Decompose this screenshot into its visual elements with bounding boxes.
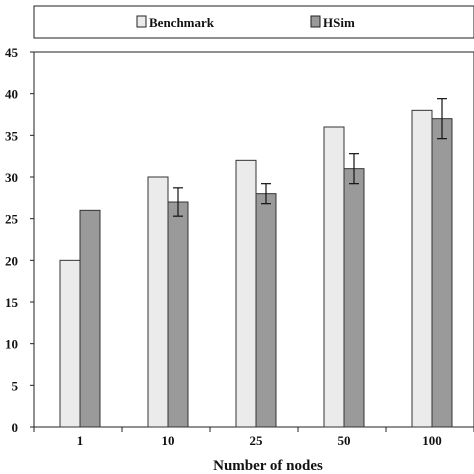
bar-benchmark-100 [411, 109, 433, 428]
legend: Benchmark HSim [33, 5, 474, 39]
legend-box [33, 5, 474, 39]
bar-benchmark-25 [235, 159, 257, 428]
x-tick-label-100: 100 [422, 433, 442, 448]
y-tick-label-30: 30 [5, 170, 18, 185]
x-tick-label-1: 1 [77, 433, 84, 448]
y-tick-label-35: 35 [5, 128, 19, 143]
bar-hsim-100 [431, 118, 453, 428]
bar-hsim-25 [255, 193, 277, 428]
y-tick-label-10: 10 [5, 337, 18, 352]
x-tick-label-10: 10 [162, 433, 175, 448]
bar-hsim-1 [79, 209, 101, 428]
plot-area: 0 5 10 15 20 25 30 35 40 45 1 10 25 50 100 [5, 45, 474, 448]
bar-hsim-10 [167, 201, 189, 428]
y-tick-label-25: 25 [5, 212, 19, 227]
x-tick-label-25: 25 [250, 433, 264, 448]
bar-hsim-50 [343, 168, 365, 428]
y-tick-label-20: 20 [5, 253, 18, 268]
x-tick-label-50: 50 [338, 433, 351, 448]
y-tick-label-45: 45 [5, 45, 19, 60]
legend-label-hsim: HSim [323, 15, 355, 30]
y-tick-label-40: 40 [5, 87, 18, 102]
legend-swatch-benchmark [136, 15, 147, 28]
bar-benchmark-50 [323, 126, 345, 428]
legend-swatch-hsim [310, 15, 321, 28]
y-tick-label-0: 0 [12, 420, 19, 435]
bar-benchmark-10 [147, 176, 169, 428]
y-tick-label-5: 5 [12, 378, 19, 393]
bar-benchmark-1 [59, 259, 81, 428]
legend-label-benchmark: Benchmark [149, 15, 215, 30]
x-axis-title: Number of nodes [213, 458, 323, 474]
y-tick-label-15: 15 [5, 295, 19, 310]
